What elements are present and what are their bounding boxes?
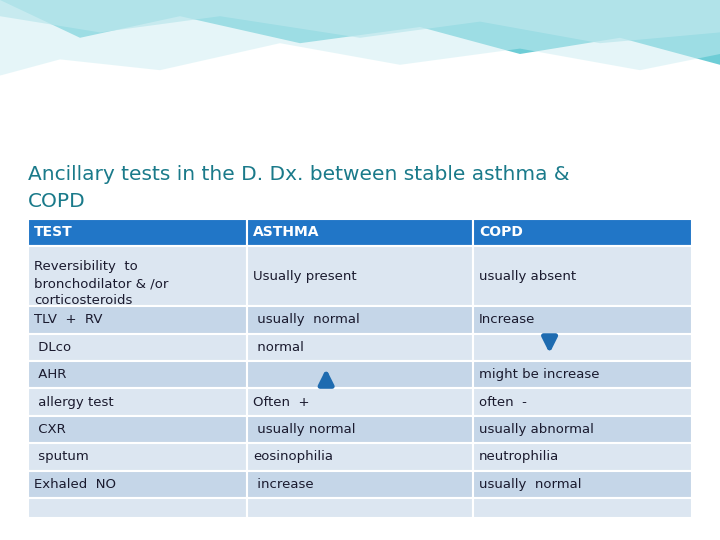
Text: usually  normal: usually normal — [479, 478, 581, 491]
Text: allergy test: allergy test — [34, 396, 114, 409]
Bar — [473, 470, 692, 498]
Polygon shape — [0, 0, 720, 65]
Text: TEST: TEST — [34, 225, 73, 239]
Bar — [247, 361, 473, 388]
Text: Ancillary tests in the D. Dx. between stable asthma &: Ancillary tests in the D. Dx. between st… — [28, 165, 570, 184]
Text: bronchodilator & /or: bronchodilator & /or — [34, 277, 168, 290]
Bar — [28, 470, 247, 498]
Text: might be increase: might be increase — [479, 368, 599, 381]
Text: often  -: often - — [479, 396, 527, 409]
Polygon shape — [0, 0, 720, 76]
Bar — [28, 219, 247, 246]
Text: DLco: DLco — [34, 341, 71, 354]
Bar — [28, 361, 247, 388]
Text: COPD: COPD — [479, 225, 523, 239]
Text: Exhaled  NO: Exhaled NO — [34, 478, 116, 491]
Bar — [473, 443, 692, 470]
Text: normal: normal — [253, 341, 304, 354]
Bar — [247, 470, 473, 498]
Text: eosinophilia: eosinophilia — [253, 450, 333, 463]
Polygon shape — [0, 0, 720, 43]
Text: usually abnormal: usually abnormal — [479, 423, 594, 436]
Bar — [473, 219, 692, 246]
Text: Increase: Increase — [479, 313, 535, 327]
Bar — [247, 498, 473, 518]
Bar — [247, 334, 473, 361]
Bar — [28, 388, 247, 416]
Bar — [473, 361, 692, 388]
Bar — [28, 416, 247, 443]
Bar — [473, 388, 692, 416]
Text: corticosteroids: corticosteroids — [34, 294, 132, 307]
Text: COPD: COPD — [28, 192, 86, 211]
Text: sputum: sputum — [34, 450, 89, 463]
Bar — [28, 306, 247, 334]
Bar — [473, 334, 692, 361]
Bar — [247, 388, 473, 416]
Text: Usually present: Usually present — [253, 269, 356, 282]
Text: usually normal: usually normal — [253, 423, 356, 436]
Bar — [28, 443, 247, 470]
Text: CXR: CXR — [34, 423, 66, 436]
Text: Often  +: Often + — [253, 396, 310, 409]
Bar — [473, 498, 692, 518]
Bar — [247, 443, 473, 470]
Text: usually  normal: usually normal — [253, 313, 360, 327]
Bar — [473, 306, 692, 334]
Bar — [28, 246, 247, 306]
Bar — [247, 306, 473, 334]
Bar — [247, 219, 473, 246]
Bar — [28, 334, 247, 361]
Text: neutrophilia: neutrophilia — [479, 450, 559, 463]
Text: ASTHMA: ASTHMA — [253, 225, 320, 239]
Bar — [473, 416, 692, 443]
Bar — [247, 246, 473, 306]
Text: TLV  +  RV: TLV + RV — [34, 313, 102, 327]
Text: AHR: AHR — [34, 368, 66, 381]
Text: increase: increase — [253, 478, 314, 491]
Text: usually absent: usually absent — [479, 269, 576, 282]
Bar — [473, 246, 692, 306]
Bar — [247, 416, 473, 443]
Text: Reversibility  to: Reversibility to — [34, 260, 138, 273]
Bar — [28, 498, 247, 518]
